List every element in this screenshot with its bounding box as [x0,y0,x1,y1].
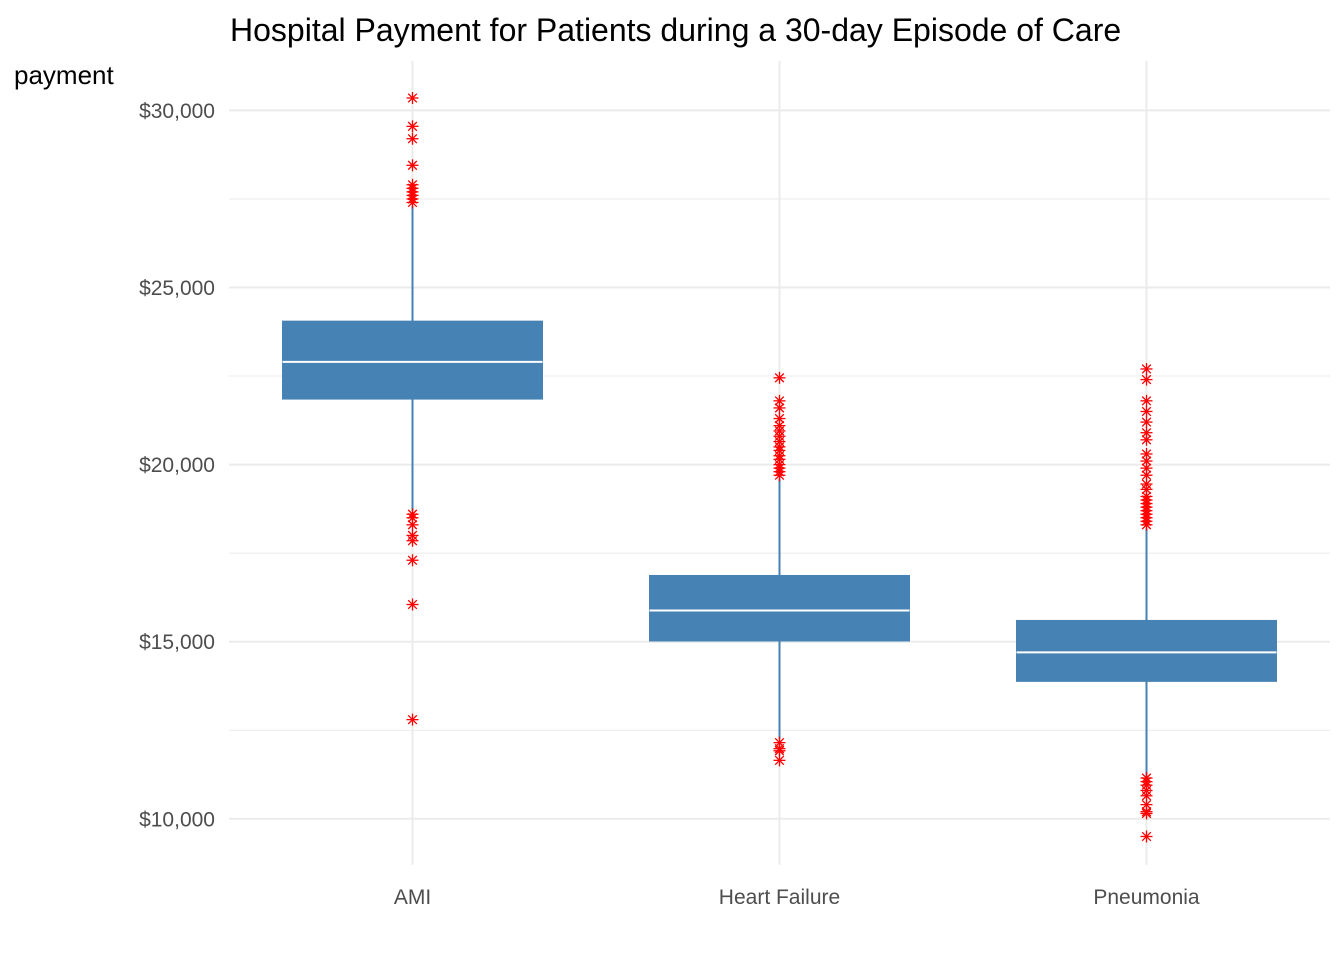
y-tick-label: $10,000 [139,808,215,831]
y-axis-label: payment [14,60,114,90]
outlier-point [406,598,419,611]
boxes [282,206,1277,777]
outlier-point [1140,518,1153,531]
outlier-point [1140,405,1153,418]
x-tick-label: Heart Failure [719,886,840,909]
box-iqr [1016,619,1277,682]
outlier-point [1140,426,1153,439]
outlier-point [406,92,419,105]
outlier-point [406,196,419,209]
outlier-point [1140,830,1153,843]
outlier-point [406,159,419,172]
outlier-point [773,754,786,767]
x-tick-label: AMI [394,886,431,909]
outliers [406,92,1153,843]
axis-labels: $10,000 $15,000 $20,000 $25,000 $30,000 AMI He… [139,100,1200,909]
x-tick-label: Pneumonia [1093,886,1200,909]
outlier-point [1140,373,1153,386]
chart-title: Hospital Payment for Patients during a 3… [230,12,1121,48]
outlier-point [406,120,419,133]
y-tick-label: $25,000 [139,277,215,300]
outlier-point [773,371,786,384]
outlier-point [1140,394,1153,407]
outlier-point [406,554,419,567]
outlier-point [1140,416,1153,429]
outlier-point [406,534,419,547]
outlier-point [1140,433,1153,446]
outlier-point [406,132,419,145]
y-tick-label: $30,000 [139,100,215,123]
outlier-point [406,713,419,726]
outlier-point [773,401,786,414]
box-iqr [649,574,910,642]
outlier-point [773,469,786,482]
y-tick-label: $15,000 [139,631,215,654]
outlier-point [406,518,419,531]
outlier-point [1140,362,1153,375]
outlier-point [1140,807,1153,820]
y-tick-label: $20,000 [139,454,215,477]
outlier-point [1140,789,1153,802]
box-iqr [282,320,543,400]
